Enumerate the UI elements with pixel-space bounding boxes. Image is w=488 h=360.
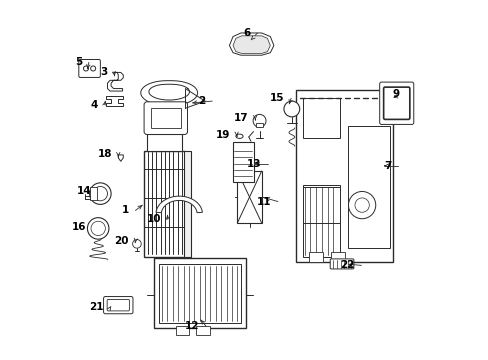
Bar (150, 108, 181, 128)
Text: 7: 7 (384, 161, 391, 171)
Bar (255, 123, 263, 127)
Text: 15: 15 (269, 93, 284, 103)
Bar (147, 134, 182, 151)
Bar (308, 252, 323, 262)
Bar (154, 258, 245, 328)
Polygon shape (233, 36, 270, 53)
Bar (302, 98, 340, 138)
Polygon shape (141, 81, 197, 106)
Circle shape (354, 198, 368, 212)
Circle shape (90, 66, 96, 71)
FancyBboxPatch shape (383, 87, 409, 120)
Text: 19: 19 (215, 130, 230, 140)
Bar (387, 98, 405, 102)
Bar (196, 326, 209, 335)
FancyBboxPatch shape (329, 259, 353, 269)
Bar (330, 252, 344, 262)
Polygon shape (107, 72, 123, 91)
Bar (89, 187, 97, 200)
Polygon shape (156, 196, 202, 213)
Polygon shape (106, 96, 123, 107)
Text: 21: 21 (89, 302, 104, 312)
Text: 5: 5 (75, 57, 82, 67)
Text: 1: 1 (122, 206, 129, 216)
Polygon shape (118, 155, 123, 161)
Text: 2: 2 (198, 96, 205, 106)
Text: 18: 18 (97, 149, 112, 159)
Circle shape (93, 186, 107, 201)
Text: 4: 4 (91, 100, 98, 110)
Bar (387, 111, 405, 114)
Text: 16: 16 (72, 222, 86, 232)
Circle shape (91, 221, 105, 235)
Bar (233, 142, 253, 182)
Circle shape (89, 183, 111, 204)
FancyBboxPatch shape (103, 297, 133, 314)
Polygon shape (229, 33, 273, 55)
Circle shape (284, 101, 299, 117)
Ellipse shape (235, 134, 243, 138)
FancyBboxPatch shape (379, 82, 413, 125)
Circle shape (253, 114, 265, 127)
Text: 14: 14 (76, 186, 91, 197)
Text: 22: 22 (340, 260, 354, 270)
Bar (184, 151, 190, 257)
Bar (387, 104, 405, 108)
Circle shape (348, 192, 375, 219)
Text: 17: 17 (234, 113, 248, 123)
Bar (348, 126, 389, 248)
Text: 6: 6 (243, 28, 250, 38)
FancyBboxPatch shape (144, 102, 187, 134)
Text: 3: 3 (100, 67, 107, 77)
Text: 12: 12 (185, 321, 199, 331)
Bar (175, 326, 189, 335)
Text: 10: 10 (146, 215, 161, 224)
Circle shape (87, 218, 109, 239)
Text: 11: 11 (256, 197, 271, 207)
Text: 9: 9 (391, 89, 399, 99)
Text: 13: 13 (247, 159, 261, 169)
FancyBboxPatch shape (79, 59, 100, 77)
FancyBboxPatch shape (107, 300, 129, 311)
Bar (387, 91, 405, 95)
Circle shape (132, 239, 141, 248)
Bar (302, 185, 340, 257)
Circle shape (83, 66, 88, 71)
Bar (237, 171, 261, 223)
Bar (159, 264, 241, 323)
Bar (144, 151, 185, 257)
Bar (296, 90, 392, 262)
Text: 20: 20 (114, 236, 129, 246)
